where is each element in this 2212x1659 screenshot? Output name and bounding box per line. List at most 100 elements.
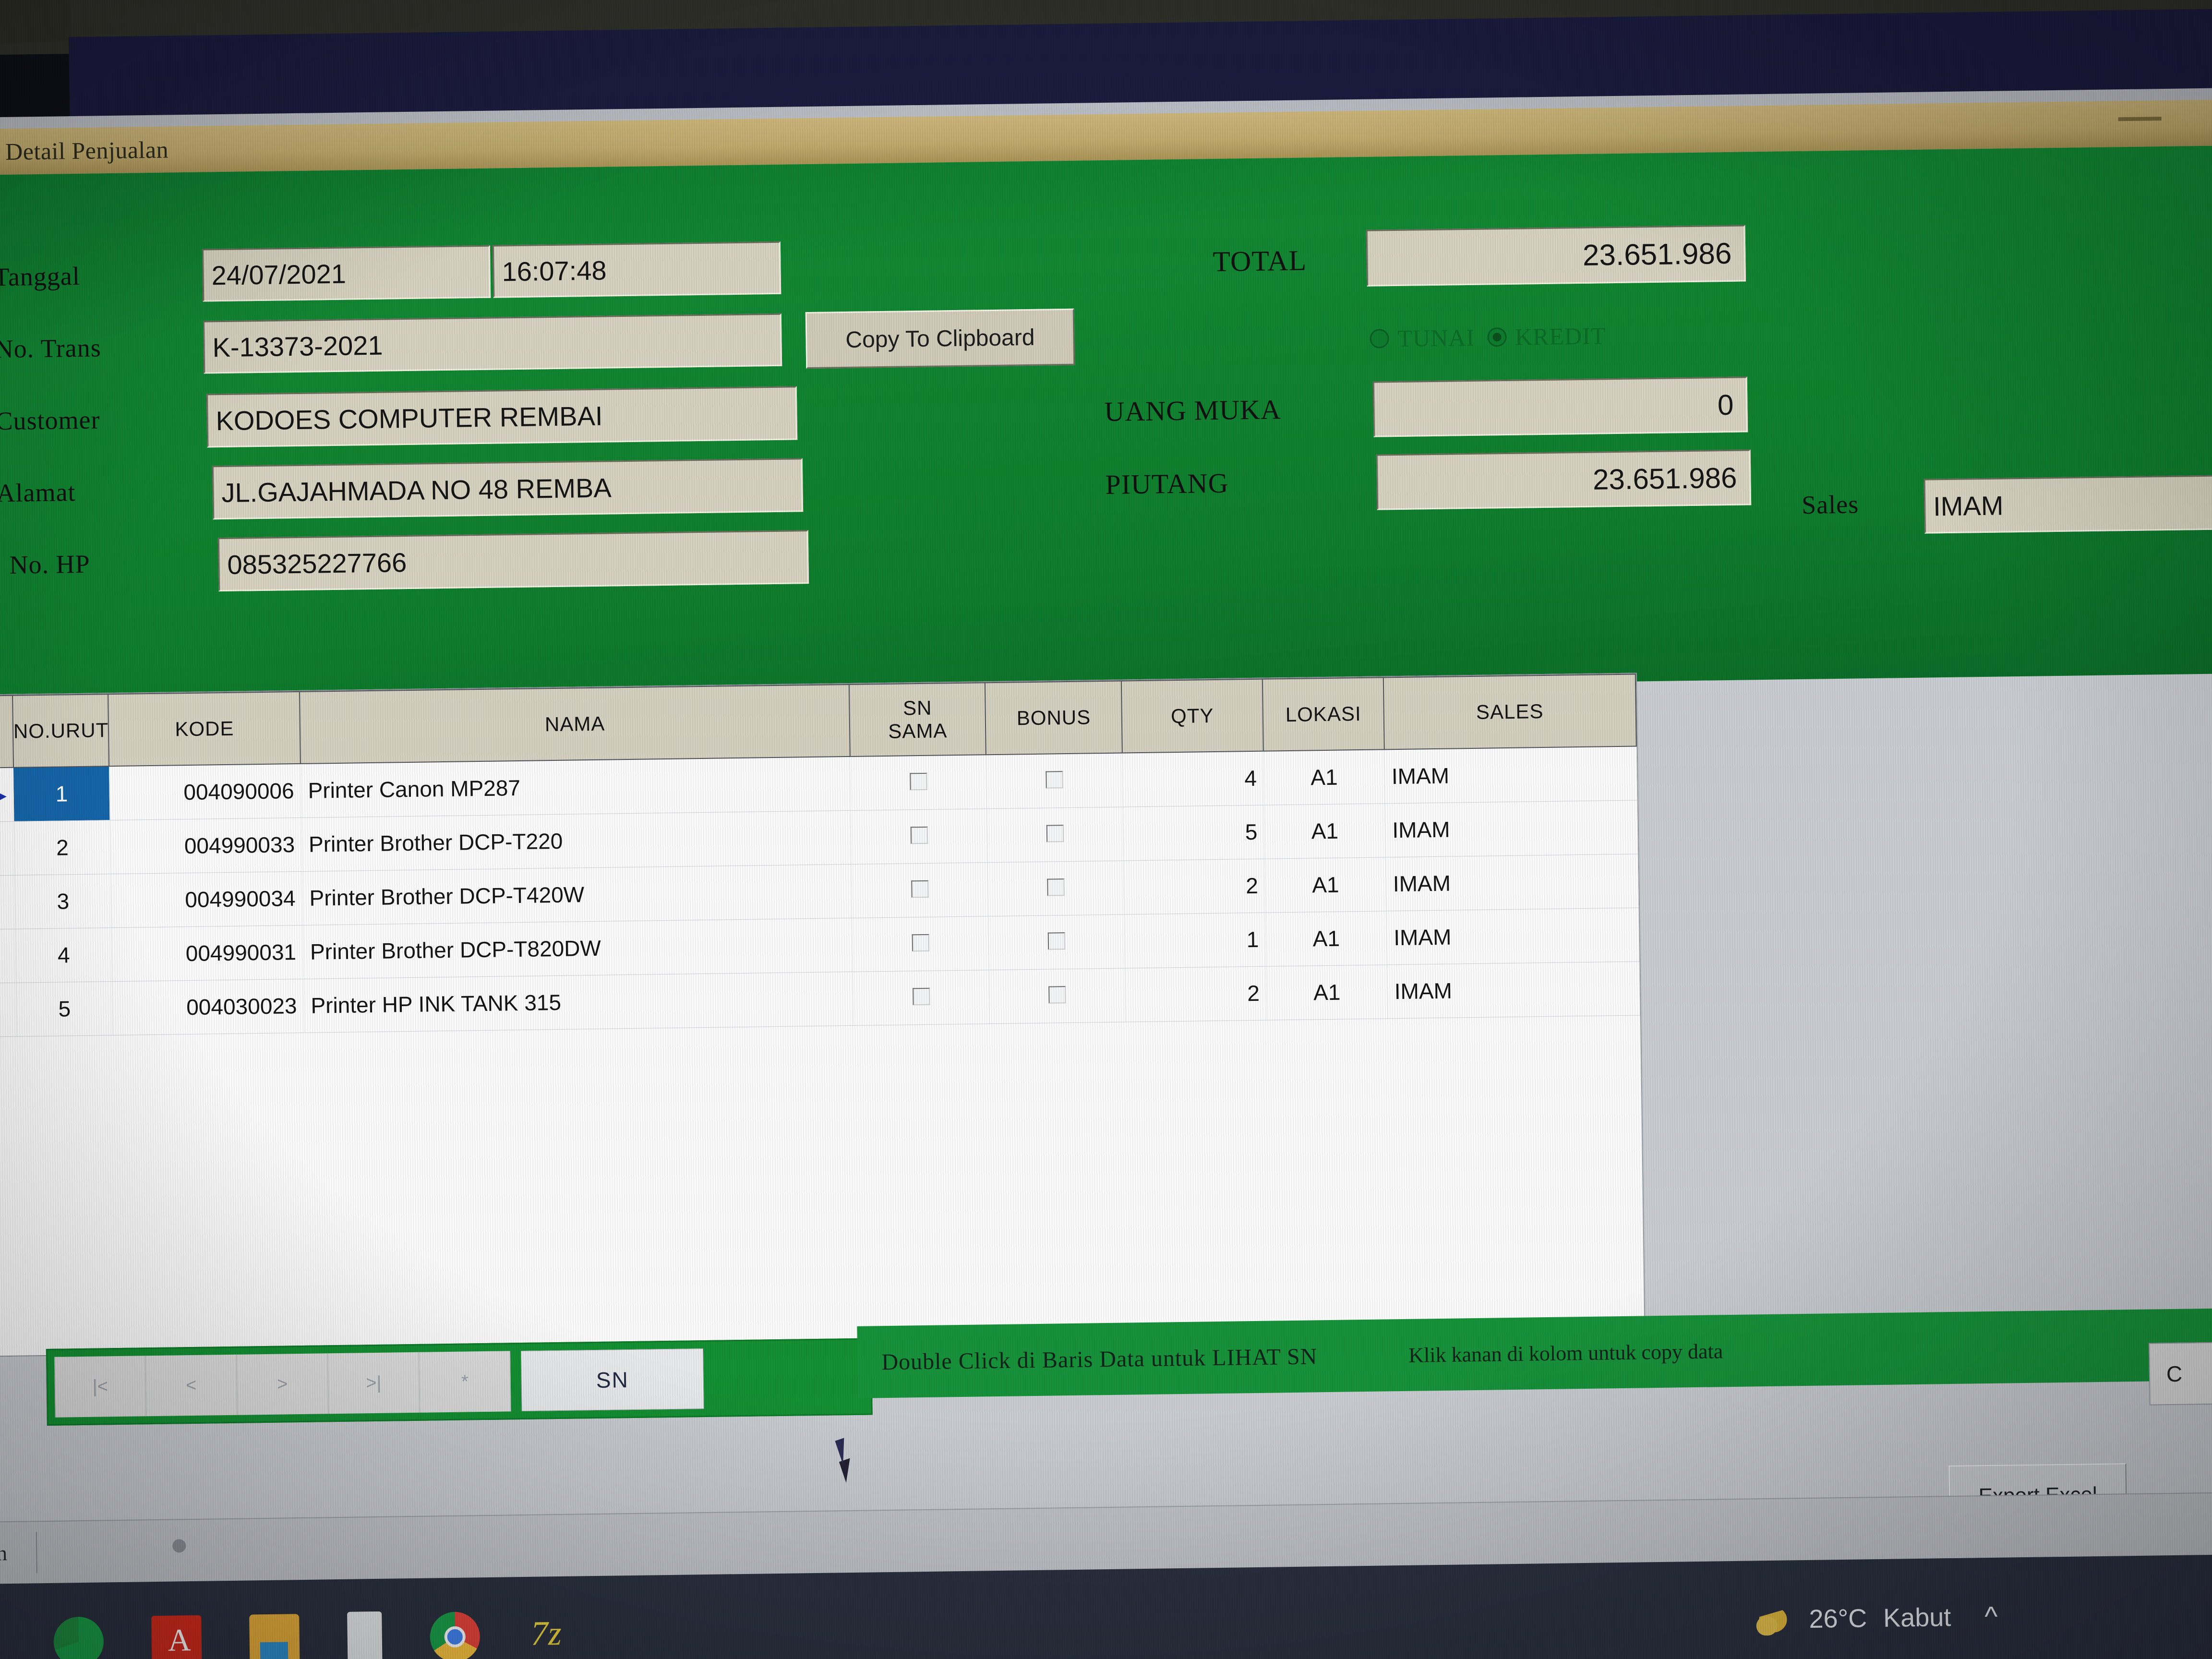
column-header-nama[interactable]: NAMA (300, 684, 850, 764)
radio-kredit[interactable]: KREDIT (1487, 322, 1606, 351)
radio-kredit-dot[interactable] (1487, 327, 1507, 347)
cell-sn-sama[interactable] (851, 862, 988, 918)
row-selector-arrow[interactable] (0, 875, 16, 929)
bonus-checkbox[interactable] (1048, 986, 1066, 1004)
cell-sn-sama[interactable] (853, 970, 990, 1025)
cell-bonus[interactable] (986, 753, 1123, 809)
cell-nama[interactable]: Printer Brother DCP-T420W (302, 864, 853, 925)
customer-input[interactable]: KODOES COMPUTER REMBAI (206, 386, 798, 448)
bonus-checkbox[interactable] (1047, 878, 1065, 896)
bonus-checkbox[interactable] (1046, 771, 1063, 789)
cell-sn-sama[interactable] (851, 808, 988, 864)
column-header-lokasi[interactable]: LOKASI (1262, 677, 1384, 751)
cell-bonus[interactable] (987, 860, 1125, 916)
sales-input[interactable]: IMAM (1923, 475, 2212, 534)
no-hp-input[interactable]: 085325227766 (217, 530, 809, 592)
cell-no-urut[interactable]: 4 (15, 927, 112, 983)
sn-sama-checkbox[interactable] (912, 987, 930, 1006)
cell-nama[interactable]: Printer Brother DCP-T820DW (302, 917, 853, 979)
tanggal-input[interactable]: 24/07/2021 (202, 245, 491, 302)
cell-sales[interactable]: IMAM (1386, 907, 1639, 965)
row-selector-arrow[interactable] (0, 821, 15, 876)
chrome-icon[interactable] (430, 1611, 481, 1659)
cell-kode[interactable]: 004990031 (111, 925, 304, 982)
cell-no-urut[interactable]: 1 (13, 766, 110, 821)
system-tray[interactable]: 26°C Kabut ^ (1755, 1558, 1998, 1659)
sn-button[interactable]: SN (520, 1348, 704, 1412)
adobe-acrobat-icon[interactable] (151, 1615, 202, 1659)
column-header-sales[interactable]: SALES (1383, 674, 1636, 750)
sn-sama-checkbox[interactable] (912, 934, 929, 952)
row-selector-arrow[interactable] (0, 982, 17, 1037)
hint-right-click: Klik kanan di kolom untuk copy data (1408, 1339, 1723, 1367)
chevron-up-icon[interactable]: ^ (1984, 1600, 1998, 1632)
sn-sama-checkbox[interactable] (910, 826, 928, 844)
cell-kode[interactable]: 004990033 (109, 817, 302, 874)
cell-qty[interactable]: 4 (1122, 751, 1264, 807)
nav-prev-button[interactable]: < (145, 1354, 238, 1417)
cell-bonus[interactable] (988, 914, 1125, 970)
cell-lokasi[interactable]: A1 (1264, 803, 1386, 859)
cell-lokasi[interactable]: A1 (1265, 911, 1387, 966)
nav-extra-button[interactable]: * (419, 1351, 511, 1413)
seven-zip-icon[interactable] (528, 1610, 578, 1659)
cell-no-urut[interactable]: 5 (16, 981, 113, 1036)
bonus-checkbox[interactable] (1046, 825, 1064, 842)
radio-tunai-dot[interactable] (1370, 329, 1389, 349)
no-trans-input[interactable]: K-13373-2021 (203, 313, 782, 374)
cell-nama[interactable]: Printer Brother DCP-T220 (301, 810, 852, 871)
nav-next-button[interactable]: > (237, 1353, 329, 1415)
cell-no-urut[interactable]: 2 (14, 820, 111, 875)
record-navigator[interactable]: |< < > >| * SN (46, 1338, 873, 1426)
cell-sales[interactable]: IMAM (1387, 961, 1640, 1019)
cell-qty[interactable]: 2 (1125, 966, 1267, 1022)
radio-tunai[interactable]: TUNAI (1370, 324, 1475, 353)
document-icon[interactable] (347, 1611, 383, 1659)
column-header-bonus[interactable]: BONUS (985, 681, 1122, 755)
row-selector-arrow[interactable]: ▶ (0, 767, 14, 822)
cell-lokasi[interactable]: A1 (1266, 964, 1388, 1020)
weather-fog-icon[interactable] (1756, 1602, 1793, 1636)
column-header-qty[interactable]: QTY (1121, 679, 1263, 753)
sn-sama-checkbox[interactable] (911, 880, 929, 898)
sn-sama-checkbox[interactable] (910, 773, 927, 791)
cell-nama[interactable]: Printer Canon MP287 (301, 756, 851, 817)
cell-qty[interactable]: 5 (1123, 805, 1265, 861)
partial-right-button[interactable]: C (2149, 1341, 2212, 1406)
cell-no-urut[interactable]: 3 (14, 874, 111, 929)
mouse-cursor-icon (839, 1456, 864, 1483)
minimize-icon[interactable] (2118, 117, 2162, 121)
uang-muka-input[interactable]: 0 (1372, 376, 1748, 437)
cell-qty[interactable]: 1 (1124, 912, 1266, 968)
nav-first-button[interactable]: |< (54, 1356, 146, 1418)
jam-input[interactable]: 16:07:48 (492, 241, 781, 298)
cell-bonus[interactable] (989, 968, 1126, 1024)
cell-sales[interactable]: IMAM (1385, 854, 1639, 911)
cell-sales[interactable]: IMAM (1385, 800, 1638, 857)
bonus-checkbox[interactable] (1047, 932, 1066, 950)
file-explorer-icon[interactable] (249, 1613, 300, 1659)
cell-sn-sama[interactable] (850, 755, 987, 810)
cell-kode[interactable]: 004090006 (109, 763, 301, 820)
label-alamat: Alamat (0, 478, 76, 508)
cell-sn-sama[interactable] (852, 916, 989, 972)
cell-kode[interactable]: 004990034 (110, 871, 303, 928)
column-header-sn-sama[interactable]: SN SAMA (849, 683, 986, 757)
cell-lokasi[interactable]: A1 (1264, 857, 1387, 913)
copy-to-clipboard-button[interactable]: Copy To Clipboard (805, 308, 1075, 369)
nav-last-button[interactable]: >| (328, 1352, 420, 1414)
cell-nama[interactable]: Printer HP INK TANK 315 (303, 971, 854, 1033)
label-tanggal: Tanggal (0, 261, 81, 292)
row-selector-arrow[interactable] (0, 928, 16, 983)
payment-type-group[interactable]: TUNAI KREDIT (1370, 322, 1606, 352)
cell-sales[interactable]: IMAM (1384, 746, 1637, 804)
spotify-icon[interactable] (53, 1616, 104, 1659)
cell-bonus[interactable] (986, 806, 1124, 863)
alamat-input[interactable]: JL.GAJAHMADA NO 48 REMBA (212, 458, 804, 520)
cell-qty[interactable]: 2 (1123, 858, 1266, 914)
sales-detail-grid[interactable]: NO.URUT KODE NAMA SN SAMA BONUS QTY LOKA… (0, 673, 1646, 1357)
column-header-kode[interactable]: KODE (108, 691, 301, 767)
column-header-no-urut[interactable]: NO.URUT (12, 694, 109, 768)
cell-kode[interactable]: 004030023 (112, 978, 304, 1035)
cell-lokasi[interactable]: A1 (1263, 749, 1385, 805)
